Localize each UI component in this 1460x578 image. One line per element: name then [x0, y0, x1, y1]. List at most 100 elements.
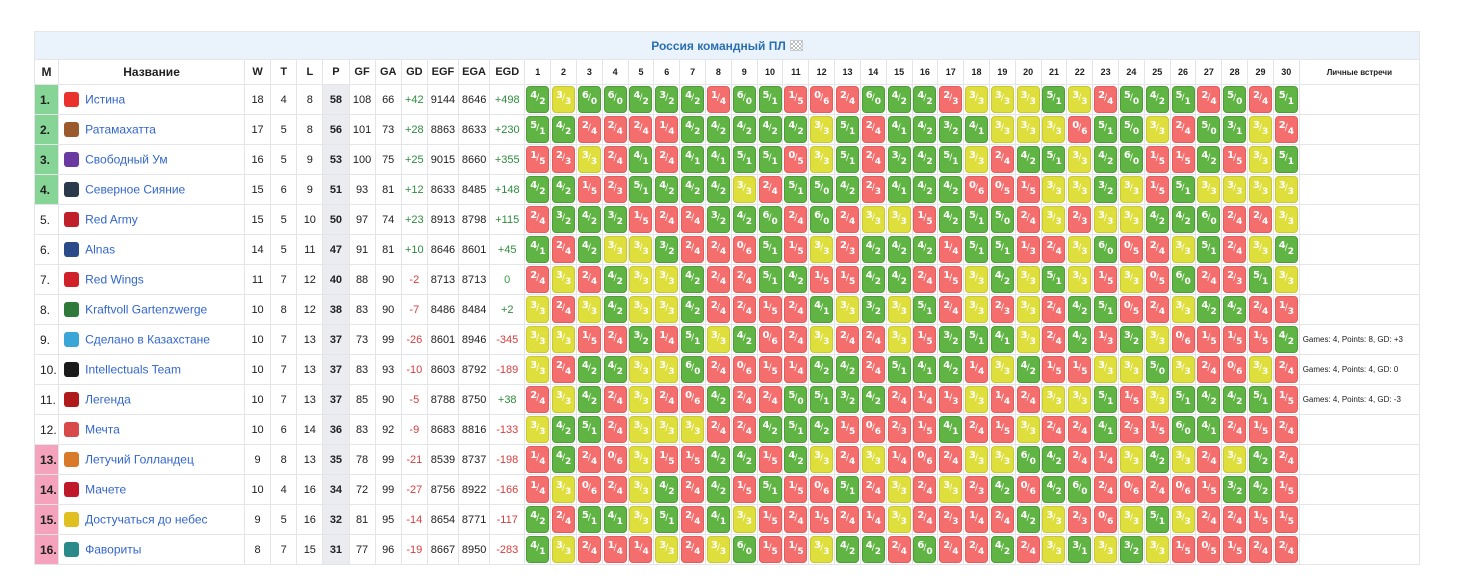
result-badge[interactable]: 3/3	[835, 296, 859, 323]
result-badge[interactable]: 3/3	[1171, 506, 1195, 533]
result-badge[interactable]: 1/5	[835, 416, 859, 443]
result-badge[interactable]: 0/6	[732, 356, 756, 383]
result-badge[interactable]: 4/2	[913, 116, 937, 143]
result-badge[interactable]: 2/4	[1223, 506, 1247, 533]
result-badge[interactable]: 2/4	[629, 116, 653, 143]
result-badge[interactable]: 2/4	[526, 386, 550, 413]
result-badge[interactable]: 2/4	[835, 86, 859, 113]
result-badge[interactable]: 6/0	[758, 206, 782, 233]
result-badge[interactable]: 2/4	[681, 236, 705, 263]
result-badge[interactable]: 4/2	[1042, 446, 1066, 473]
result-badge[interactable]: 2/4	[1197, 86, 1221, 113]
result-badge[interactable]: 2/4	[1042, 236, 1066, 263]
result-badge[interactable]: 1/5	[810, 266, 834, 293]
result-badge[interactable]: 1/5	[1197, 476, 1221, 503]
result-badge[interactable]: 4/2	[577, 206, 601, 233]
result-badge[interactable]: 1/5	[526, 146, 550, 173]
result-badge[interactable]: 5/1	[758, 146, 782, 173]
result-badge[interactable]: 3/3	[1223, 446, 1247, 473]
result-badge[interactable]: 2/4	[706, 416, 730, 443]
result-badge[interactable]: 1/5	[1248, 506, 1272, 533]
result-badge[interactable]: 3/3	[1119, 446, 1143, 473]
result-badge[interactable]: 1/5	[758, 536, 782, 563]
result-badge[interactable]: 1/5	[758, 506, 782, 533]
result-badge[interactable]: 1/4	[861, 506, 885, 533]
result-badge[interactable]: 4/2	[990, 266, 1014, 293]
result-badge[interactable]: 3/2	[706, 206, 730, 233]
result-badge[interactable]: 3/3	[603, 236, 627, 263]
result-badge[interactable]: 3/2	[1119, 326, 1143, 353]
result-badge[interactable]: 3/3	[887, 296, 911, 323]
result-badge[interactable]: 4/2	[1016, 356, 1040, 383]
result-badge[interactable]: 2/4	[681, 536, 705, 563]
result-badge[interactable]: 1/5	[913, 326, 937, 353]
result-badge[interactable]: 0/6	[1223, 356, 1247, 383]
result-badge[interactable]: 2/4	[784, 326, 808, 353]
result-badge[interactable]: 3/3	[1042, 206, 1066, 233]
result-badge[interactable]: 2/4	[1274, 416, 1298, 443]
result-badge[interactable]: 4/1	[887, 176, 911, 203]
result-badge[interactable]: 5/1	[913, 296, 937, 323]
result-badge[interactable]: 2/4	[526, 266, 550, 293]
result-badge[interactable]: 3/3	[965, 296, 989, 323]
result-badge[interactable]: 3/3	[706, 326, 730, 353]
result-badge[interactable]: 2/4	[1145, 296, 1169, 323]
result-badge[interactable]: 4/2	[1042, 476, 1066, 503]
result-badge[interactable]: 3/3	[810, 236, 834, 263]
result-badge[interactable]: 1/5	[1016, 176, 1040, 203]
result-badge[interactable]: 5/1	[1094, 116, 1118, 143]
result-badge[interactable]: 2/3	[1068, 206, 1092, 233]
result-badge[interactable]: 5/1	[1042, 266, 1066, 293]
result-badge[interactable]: 4/2	[1223, 386, 1247, 413]
result-badge[interactable]: 3/2	[939, 116, 963, 143]
result-badge[interactable]: 1/5	[1171, 536, 1195, 563]
result-badge[interactable]: 4/2	[861, 236, 885, 263]
result-badge[interactable]: 3/3	[1016, 116, 1040, 143]
team-name-link[interactable]: Легенда	[85, 392, 131, 407]
result-badge[interactable]: 1/4	[526, 446, 550, 473]
result-badge[interactable]: 2/4	[1223, 416, 1247, 443]
result-badge[interactable]: 1/5	[1145, 416, 1169, 443]
result-badge[interactable]: 1/5	[1223, 326, 1247, 353]
result-badge[interactable]: 3/3	[990, 356, 1014, 383]
result-badge[interactable]: 2/4	[1145, 476, 1169, 503]
result-badge[interactable]: 2/4	[706, 296, 730, 323]
result-badge[interactable]: 3/3	[1145, 116, 1169, 143]
result-badge[interactable]: 3/2	[603, 206, 627, 233]
result-badge[interactable]: 4/2	[577, 386, 601, 413]
result-badge[interactable]: 5/1	[1197, 236, 1221, 263]
result-badge[interactable]: 4/2	[1223, 296, 1247, 323]
result-badge[interactable]: 3/3	[1016, 86, 1040, 113]
result-badge[interactable]: 4/2	[1274, 236, 1298, 263]
result-badge[interactable]: 3/3	[1068, 176, 1092, 203]
result-badge[interactable]: 0/6	[810, 476, 834, 503]
result-badge[interactable]: 4/2	[1248, 476, 1272, 503]
result-badge[interactable]: 4/2	[810, 356, 834, 383]
result-badge[interactable]: 5/1	[655, 506, 679, 533]
result-badge[interactable]: 3/3	[552, 536, 576, 563]
result-badge[interactable]: 2/4	[1016, 386, 1040, 413]
team-name-link[interactable]: Летучий Голландец	[85, 452, 194, 467]
result-badge[interactable]: 5/1	[784, 176, 808, 203]
result-badge[interactable]: 1/5	[1274, 386, 1298, 413]
result-badge[interactable]: 1/5	[835, 266, 859, 293]
result-badge[interactable]: 3/3	[1094, 536, 1118, 563]
team-name-link[interactable]: Северное Сияние	[85, 182, 186, 197]
result-badge[interactable]: 3/3	[1042, 116, 1066, 143]
result-badge[interactable]: 0/5	[1197, 536, 1221, 563]
result-badge[interactable]: 1/5	[990, 416, 1014, 443]
result-badge[interactable]: 3/3	[552, 476, 576, 503]
result-badge[interactable]: 3/3	[1094, 356, 1118, 383]
team-name-link[interactable]: Red Wings	[85, 272, 144, 287]
result-badge[interactable]: 4/2	[1016, 506, 1040, 533]
team-name-link[interactable]: Ратамахатта	[85, 122, 156, 137]
result-badge[interactable]: 3/3	[887, 206, 911, 233]
result-badge[interactable]: 2/4	[990, 146, 1014, 173]
result-badge[interactable]: 4/2	[939, 206, 963, 233]
result-badge[interactable]: 1/4	[706, 86, 730, 113]
result-badge[interactable]: 2/3	[1119, 416, 1143, 443]
result-badge[interactable]: 3/3	[629, 416, 653, 443]
result-badge[interactable]: 4/2	[577, 356, 601, 383]
result-badge[interactable]: 2/4	[1223, 206, 1247, 233]
result-badge[interactable]: 4/1	[526, 536, 550, 563]
